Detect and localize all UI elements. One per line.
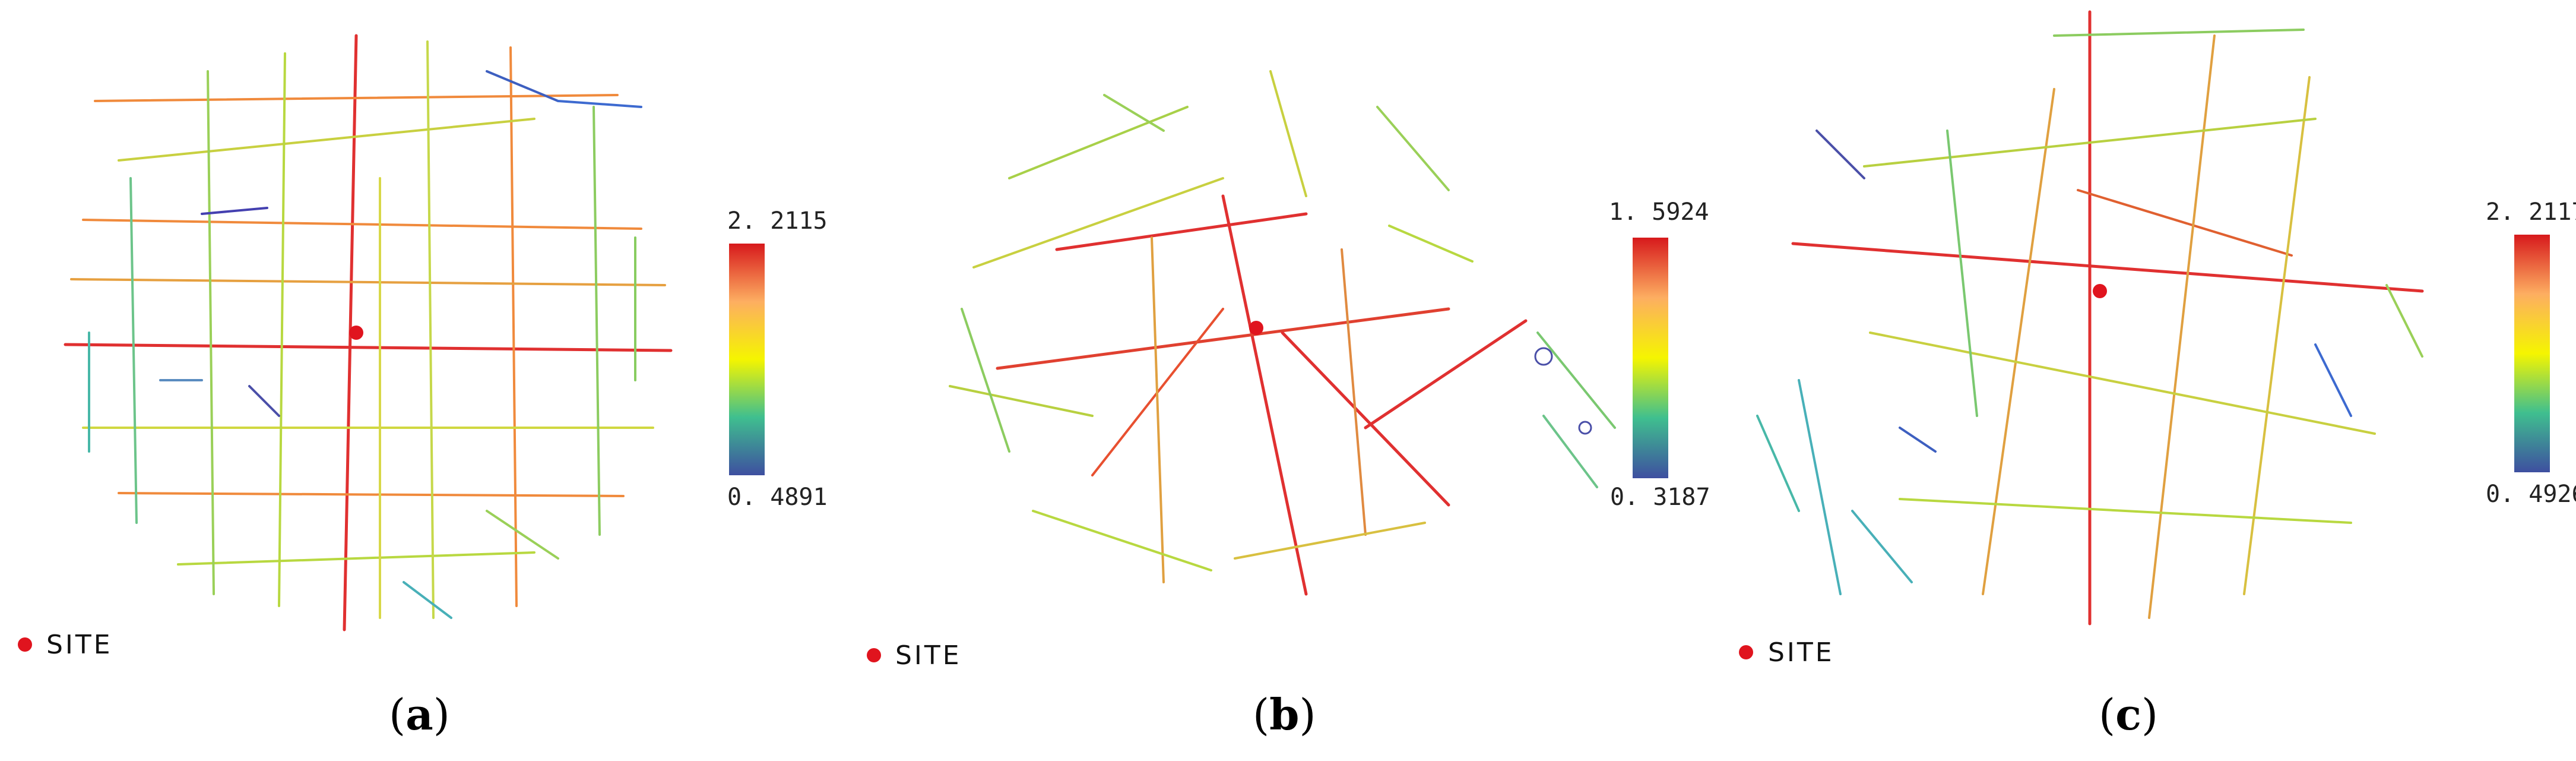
site-legend-label: SITE — [895, 640, 962, 671]
panel-c: 2. 2117 0. 4926 SITE — [1722, 0, 2576, 761]
site-legend-label: SITE — [1768, 637, 1834, 668]
site-legend-marker — [867, 648, 881, 662]
legend-max-label: 2. 2115 — [727, 207, 828, 235]
street-network-map-b: 1. 59242 0. 3187 SITE — [867, 70, 1710, 671]
street-network-map-a: 2. 2115 0. 4891 SITE — [18, 34, 828, 660]
caption-b-open: ( — [1253, 690, 1270, 740]
legend-max-label: 2. 2117 — [2486, 198, 2576, 226]
site-marker — [1249, 321, 1263, 335]
panel-b: 1. 59242 0. 3187 SITE — [855, 0, 1710, 761]
site-legend-label: SITE — [46, 630, 113, 660]
caption-c-close: ) — [2141, 690, 2159, 740]
color-legend: 2. 2115 0. 4891 — [727, 207, 828, 511]
color-legend: 2. 2117 0. 4926 — [2486, 198, 2576, 508]
color-bar — [1633, 238, 1668, 478]
caption-c-open: ( — [2099, 690, 2116, 740]
caption-c: (c) — [2099, 689, 2158, 740]
site-legend-marker — [1739, 645, 1753, 659]
site-legend-marker — [18, 637, 32, 652]
site-marker — [349, 326, 363, 340]
caption-a: (a) — [389, 689, 450, 740]
color-bar — [729, 244, 765, 475]
street-network-map-c: 2. 2117 0. 4926 SITE — [1739, 10, 2576, 668]
caption-a-letter: a — [405, 689, 433, 740]
color-legend: 1. 59242 0. 3187 — [1609, 198, 1710, 511]
street-network — [949, 70, 1616, 596]
legend-min-label: 0. 4926 — [2486, 481, 2576, 508]
caption-b-letter: b — [1269, 689, 1300, 740]
site-marker — [2093, 284, 2107, 298]
color-bar — [2514, 235, 2550, 472]
street-network — [1756, 10, 2424, 626]
caption-a-close: ) — [433, 690, 450, 740]
site-legend: SITE — [1739, 637, 1834, 668]
street-network — [64, 34, 673, 631]
caption-a-open: ( — [389, 690, 406, 740]
caption-b: (b) — [1253, 689, 1316, 740]
legend-min-label: 0. 4891 — [727, 484, 828, 511]
site-legend: SITE — [867, 640, 962, 671]
site-legend: SITE — [18, 630, 113, 660]
legend-min-label: 0. 3187 — [1610, 484, 1710, 511]
caption-c-letter: c — [2115, 689, 2141, 740]
caption-b-close: ) — [1299, 690, 1316, 740]
legend-max-label: 1. 59242 — [1609, 198, 1710, 226]
panel-a: 2. 2115 0. 4891 SITE — [0, 0, 855, 761]
